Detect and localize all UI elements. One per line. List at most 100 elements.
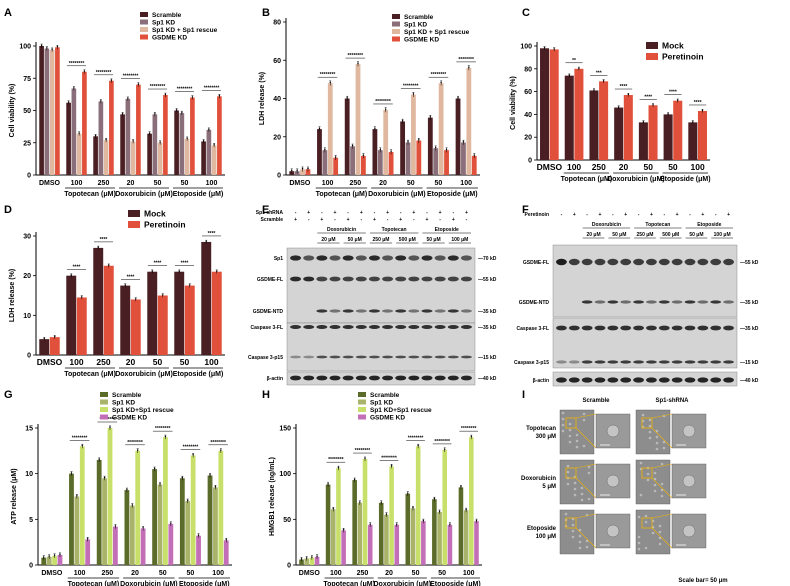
bar bbox=[76, 133, 82, 175]
cell bbox=[587, 497, 591, 501]
zoom-box bbox=[641, 467, 653, 479]
blot-row-label: GSDME-FL bbox=[257, 277, 283, 283]
data-point bbox=[178, 270, 180, 272]
data-point bbox=[137, 83, 140, 85]
column-label: Scramble bbox=[582, 398, 610, 404]
bar bbox=[55, 47, 60, 175]
scale-bar-label: Scale bar= 50 μm bbox=[678, 578, 727, 584]
zoom-line bbox=[651, 513, 673, 519]
band bbox=[329, 276, 341, 282]
bar bbox=[350, 146, 355, 175]
band bbox=[382, 276, 394, 282]
y-tick-label: 0 bbox=[29, 563, 33, 570]
bar bbox=[305, 169, 311, 175]
band bbox=[395, 355, 407, 359]
band bbox=[447, 375, 459, 381]
y-tick-label: 80 bbox=[273, 20, 281, 27]
cell bbox=[639, 493, 643, 497]
cell bbox=[561, 411, 565, 415]
data-point bbox=[385, 513, 388, 515]
x-tick-label: 50 bbox=[187, 570, 195, 577]
band bbox=[447, 276, 459, 282]
band bbox=[303, 255, 315, 261]
band bbox=[633, 377, 644, 383]
bar bbox=[410, 508, 416, 565]
band bbox=[382, 375, 394, 381]
band bbox=[382, 355, 394, 359]
data-point bbox=[181, 111, 183, 114]
data-point bbox=[692, 121, 694, 123]
data-point bbox=[189, 284, 191, 286]
data-point bbox=[148, 132, 151, 134]
significance-label: ******** bbox=[431, 72, 447, 78]
legend-swatch bbox=[128, 210, 140, 217]
x-tick-label: 250 bbox=[592, 162, 606, 172]
x-tick-label: 100 bbox=[69, 357, 83, 367]
legend-swatch bbox=[100, 392, 108, 397]
band bbox=[710, 325, 722, 331]
band bbox=[382, 325, 394, 329]
bar bbox=[124, 490, 130, 565]
bar bbox=[147, 271, 158, 355]
data-point bbox=[70, 274, 72, 276]
bar bbox=[157, 142, 163, 175]
bar bbox=[344, 98, 350, 175]
x-tick-label: 100 bbox=[74, 570, 86, 577]
legend-swatch bbox=[100, 414, 108, 420]
row-dose-label: 300 μM bbox=[536, 434, 556, 440]
data-point bbox=[121, 113, 124, 115]
panel-label-a: A bbox=[4, 7, 12, 19]
row-drug-label: Doxorubicin bbox=[521, 476, 556, 482]
band bbox=[581, 377, 593, 383]
legend-swatch bbox=[140, 12, 148, 17]
data-point bbox=[126, 488, 128, 491]
row-dose-label: 5 μM bbox=[542, 484, 556, 490]
band bbox=[447, 309, 459, 313]
bar bbox=[130, 299, 141, 355]
data-point bbox=[81, 444, 83, 447]
bar bbox=[85, 539, 91, 565]
significance-label: ******** bbox=[320, 72, 336, 78]
band bbox=[395, 375, 407, 381]
blot-row-label: Caspase 3-FL bbox=[516, 326, 549, 332]
lane-mark: - bbox=[561, 212, 563, 218]
y-tick-label: 80 bbox=[524, 66, 532, 73]
band bbox=[684, 300, 696, 304]
row-dose-label: 100 μM bbox=[536, 534, 556, 540]
data-point bbox=[369, 523, 371, 525]
data-point bbox=[76, 495, 78, 497]
data-point bbox=[327, 483, 329, 485]
cell bbox=[585, 539, 589, 543]
pyroptotic-cell bbox=[606, 424, 620, 438]
chart-h: 0 50 100 150 HMGB1 release (ng/mL) DMSO 100 250… bbox=[269, 392, 482, 586]
dose-label: 20 μM bbox=[586, 232, 600, 238]
blot-header-label: Peretinoin bbox=[525, 212, 549, 218]
group-label: Etoposide (μM) bbox=[660, 176, 711, 183]
cell bbox=[575, 433, 579, 437]
cell bbox=[575, 445, 579, 449]
legend-label: Scramble bbox=[152, 12, 182, 19]
bar bbox=[201, 141, 206, 175]
bar bbox=[673, 100, 683, 160]
group-label: Doxorubicin (μM) bbox=[374, 581, 432, 586]
bar bbox=[207, 475, 213, 565]
bar bbox=[103, 265, 114, 355]
bar bbox=[41, 557, 47, 565]
data-point bbox=[43, 337, 45, 340]
y-tick-label: 10 bbox=[23, 313, 31, 320]
band bbox=[290, 276, 302, 282]
panel-label-h: H bbox=[262, 389, 270, 401]
zoom-line bbox=[651, 413, 673, 419]
bar bbox=[206, 129, 212, 175]
significance-label: ******** bbox=[328, 457, 344, 463]
band bbox=[355, 276, 367, 282]
pyroptotic-cell bbox=[606, 474, 620, 488]
significance-label: **** bbox=[127, 275, 135, 281]
bar bbox=[466, 67, 472, 175]
lane-mark: - bbox=[689, 212, 691, 218]
data-point bbox=[457, 97, 459, 99]
band bbox=[408, 309, 420, 313]
data-point bbox=[192, 454, 194, 456]
band bbox=[421, 255, 433, 261]
data-point bbox=[307, 167, 309, 170]
